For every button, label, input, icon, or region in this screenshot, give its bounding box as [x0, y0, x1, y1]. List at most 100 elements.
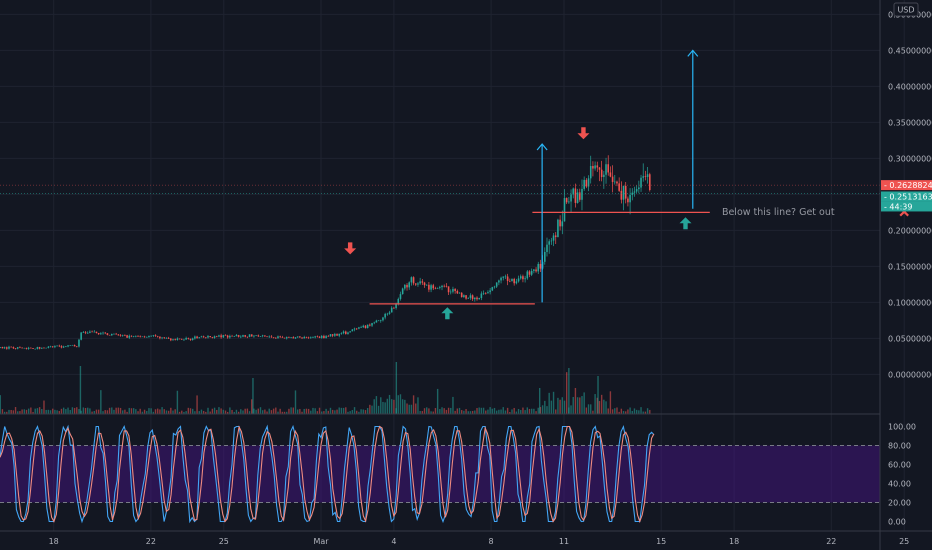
volume-bar — [196, 395, 198, 414]
price-tick-label: 0.45000000 — [888, 46, 932, 55]
candle-body — [419, 281, 421, 284]
volume-bar — [640, 407, 642, 414]
volume-bar — [590, 404, 592, 414]
candle-body — [327, 336, 330, 337]
candle-body — [84, 332, 87, 334]
candle-body — [546, 244, 548, 253]
volume-bar — [607, 408, 609, 414]
time-tick-label: 22 — [146, 537, 156, 546]
volume-bar — [264, 409, 266, 414]
price-tag — [881, 191, 932, 202]
price-candles[interactable] — [0, 155, 651, 350]
volume-bar — [353, 407, 356, 414]
candle-body — [172, 339, 174, 341]
candle-body — [209, 336, 211, 338]
volume-bar — [616, 407, 618, 414]
volume-bar — [513, 407, 515, 414]
candle-body — [80, 332, 82, 340]
volume-bar — [323, 411, 325, 414]
candle-body — [0, 346, 2, 348]
candle-body — [404, 284, 406, 289]
volume-bar — [178, 411, 181, 414]
candle-body — [124, 335, 126, 336]
volume-bar — [296, 409, 299, 414]
candle-body — [554, 235, 557, 238]
volume-bar — [415, 403, 417, 414]
candle-body — [445, 286, 448, 287]
candle-body — [644, 176, 647, 177]
volume-bar — [366, 407, 369, 414]
volume-bar — [447, 407, 450, 414]
candle-body — [58, 345, 61, 347]
candle-body — [314, 336, 316, 338]
candle-body — [414, 283, 417, 285]
volume-bar — [277, 411, 279, 414]
price-tick-label: 0.35000000 — [888, 118, 932, 127]
volume-bar — [377, 405, 380, 414]
volume-bar — [104, 410, 106, 414]
price-tag-label: - 0.26288248 — [884, 181, 932, 190]
volume-bar — [268, 408, 270, 414]
volume-bar — [49, 410, 52, 414]
volume-bar — [375, 396, 378, 414]
candle-body — [229, 335, 231, 338]
candle-body — [351, 329, 354, 332]
price-tick-label: 0.20000000 — [888, 226, 932, 235]
candle-body — [148, 336, 150, 337]
candle-body — [594, 165, 596, 169]
candle-body — [71, 345, 74, 346]
volume-bar — [183, 411, 185, 414]
candle-body — [329, 334, 332, 337]
volume-bar — [229, 407, 231, 414]
volume-bar — [170, 407, 172, 414]
volume-bar — [491, 408, 494, 414]
candle-body — [355, 328, 358, 330]
volume-bar — [371, 405, 373, 414]
candle-body — [19, 347, 21, 348]
candle-body — [261, 335, 264, 337]
volume-bar — [465, 409, 467, 414]
candle-body — [163, 337, 166, 339]
candle-body — [474, 297, 476, 300]
candle-body — [106, 333, 109, 335]
candle-body — [439, 287, 441, 288]
time-tick-label: 18 — [49, 537, 59, 546]
volume-bar — [452, 396, 454, 414]
volume-bar — [172, 410, 174, 414]
volume-bar — [380, 397, 382, 414]
candle-body — [325, 336, 327, 339]
volume-bar — [338, 407, 340, 414]
volume-bar — [401, 399, 404, 414]
candle-body — [561, 221, 564, 227]
stochastic-oscillator[interactable] — [0, 424, 880, 524]
volume-bar — [62, 407, 65, 414]
candle-body — [117, 334, 120, 336]
candle-body — [397, 298, 400, 305]
currency-button[interactable]: USD — [893, 2, 919, 17]
candle-body — [568, 201, 570, 203]
volume-bar — [443, 408, 445, 414]
volume-bar — [167, 410, 170, 414]
candle-body — [307, 337, 310, 339]
candle-body — [484, 293, 487, 294]
candle-body — [135, 335, 137, 337]
candle-body — [266, 336, 268, 337]
candle-body — [489, 290, 491, 293]
candle-body — [603, 174, 605, 178]
candle-body — [54, 346, 56, 348]
volume-bar — [163, 409, 165, 414]
drawing-annotations[interactable]: Below this line? Get out — [0, 49, 909, 320]
candle-body — [524, 278, 526, 280]
volume-bar — [436, 388, 439, 414]
candle-body — [235, 335, 238, 337]
candle-body — [161, 337, 163, 339]
volume-bar — [382, 401, 384, 414]
volume-bar — [318, 407, 321, 414]
volume-bar — [209, 411, 211, 414]
candle-body — [207, 336, 209, 338]
candle-body — [65, 346, 67, 348]
volume-bar — [259, 407, 262, 414]
volume-bar — [124, 409, 126, 414]
volume-bar — [222, 409, 225, 414]
